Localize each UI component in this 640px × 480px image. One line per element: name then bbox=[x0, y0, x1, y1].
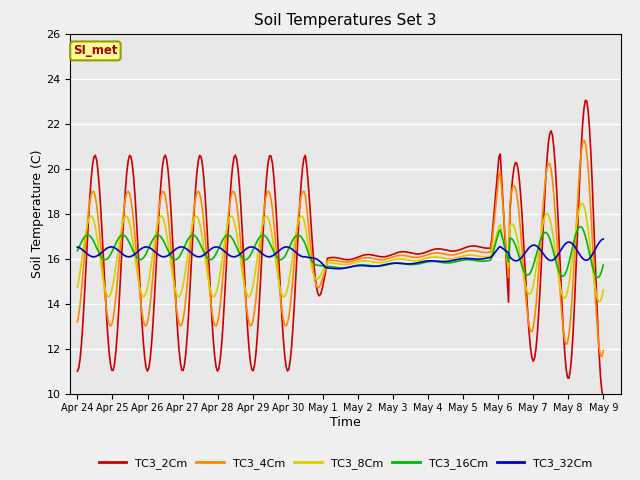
TC3_2Cm bbox=[74, 368, 81, 374]
TC3_8Cm bbox=[600, 287, 607, 293]
X-axis label: Time: Time bbox=[330, 416, 361, 429]
Line: TC3_8Cm: TC3_8Cm bbox=[77, 204, 604, 302]
TC3_8Cm bbox=[579, 201, 586, 206]
TC3_2Cm bbox=[582, 97, 589, 103]
TC3_4Cm bbox=[598, 354, 605, 360]
TC3_4Cm bbox=[108, 322, 116, 327]
TC3_16Cm bbox=[344, 264, 352, 270]
TC3_16Cm bbox=[527, 270, 534, 276]
TC3_16Cm bbox=[92, 242, 99, 248]
Line: TC3_32Cm: TC3_32Cm bbox=[77, 239, 604, 269]
Legend: TC3_2Cm, TC3_4Cm, TC3_8Cm, TC3_16Cm, TC3_32Cm: TC3_2Cm, TC3_4Cm, TC3_8Cm, TC3_16Cm, TC3… bbox=[94, 453, 597, 473]
Text: SI_met: SI_met bbox=[73, 44, 118, 58]
TC3_2Cm bbox=[600, 394, 607, 400]
Y-axis label: Soil Temperature (C): Soil Temperature (C) bbox=[31, 149, 44, 278]
TC3_16Cm bbox=[449, 260, 456, 265]
TC3_4Cm bbox=[92, 194, 99, 200]
TC3_16Cm bbox=[74, 248, 81, 253]
TC3_2Cm bbox=[344, 257, 352, 263]
TC3_4Cm bbox=[74, 319, 81, 325]
TC3_8Cm bbox=[598, 294, 605, 300]
TC3_32Cm bbox=[108, 244, 116, 250]
TC3_32Cm bbox=[450, 257, 458, 263]
TC3_2Cm bbox=[92, 152, 99, 158]
TC3_32Cm bbox=[335, 266, 342, 272]
TC3_2Cm bbox=[449, 248, 456, 254]
TC3_4Cm bbox=[449, 252, 456, 258]
TC3_8Cm bbox=[527, 291, 534, 297]
TC3_8Cm bbox=[74, 285, 81, 290]
TC3_16Cm bbox=[598, 267, 605, 273]
TC3_32Cm bbox=[600, 236, 607, 242]
Line: TC3_16Cm: TC3_16Cm bbox=[77, 227, 604, 277]
TC3_4Cm bbox=[527, 328, 534, 334]
TC3_32Cm bbox=[92, 254, 99, 260]
TC3_4Cm bbox=[596, 353, 604, 359]
Line: TC3_2Cm: TC3_2Cm bbox=[77, 100, 604, 397]
TC3_4Cm bbox=[580, 137, 588, 143]
TC3_8Cm bbox=[92, 224, 99, 230]
TC3_32Cm bbox=[596, 238, 604, 244]
TC3_2Cm bbox=[108, 367, 116, 373]
Title: Soil Temperatures Set 3: Soil Temperatures Set 3 bbox=[254, 13, 437, 28]
TC3_8Cm bbox=[108, 288, 116, 293]
Line: TC3_4Cm: TC3_4Cm bbox=[77, 140, 604, 357]
TC3_32Cm bbox=[74, 244, 81, 250]
TC3_2Cm bbox=[527, 345, 534, 351]
TC3_16Cm bbox=[594, 275, 602, 280]
TC3_8Cm bbox=[595, 299, 603, 305]
TC3_4Cm bbox=[600, 348, 607, 354]
TC3_32Cm bbox=[528, 243, 536, 249]
TC3_16Cm bbox=[108, 249, 116, 255]
TC3_8Cm bbox=[449, 256, 456, 262]
TC3_16Cm bbox=[576, 224, 584, 229]
TC3_2Cm bbox=[596, 374, 604, 380]
TC3_4Cm bbox=[344, 259, 352, 265]
TC3_32Cm bbox=[346, 264, 353, 270]
TC3_16Cm bbox=[600, 262, 607, 268]
TC3_8Cm bbox=[344, 262, 352, 267]
